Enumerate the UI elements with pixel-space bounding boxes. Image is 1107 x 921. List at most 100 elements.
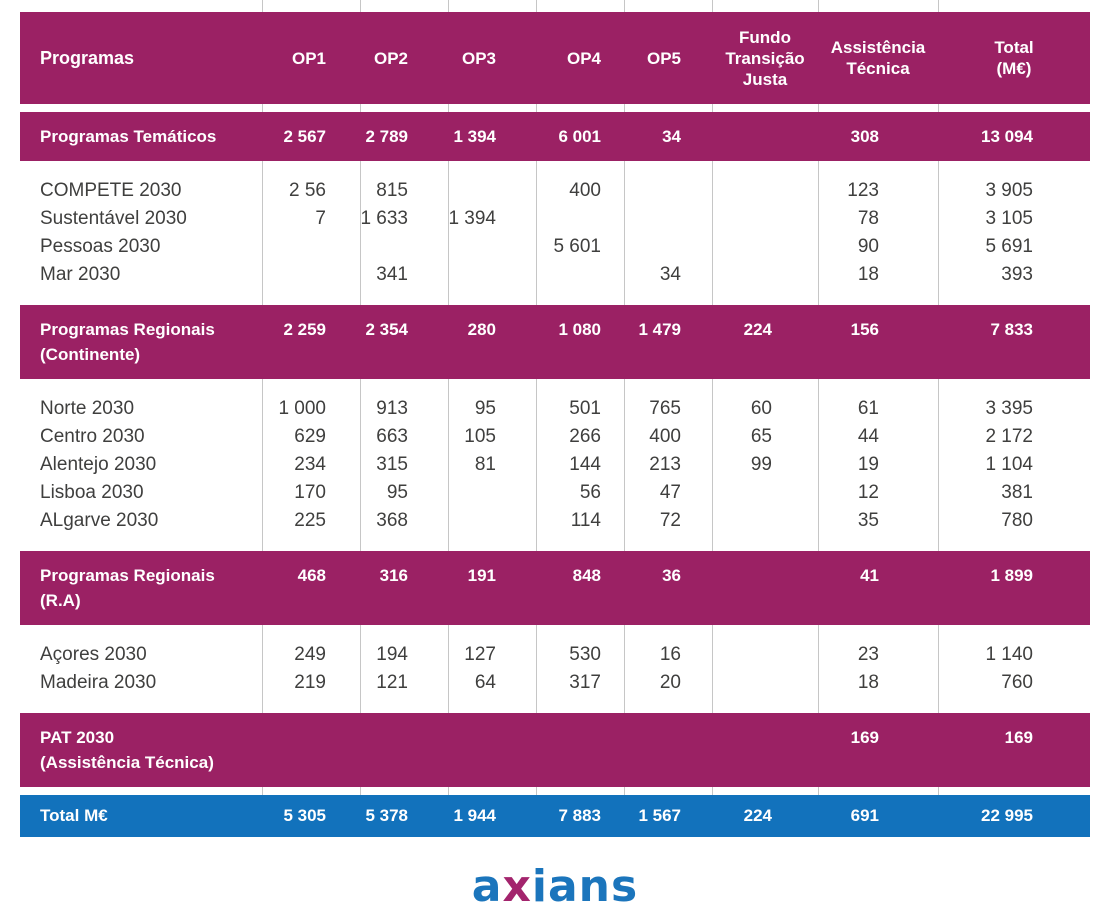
value-cell [712, 479, 818, 507]
vertical-divider [448, 0, 449, 837]
value-cell: 400 [569, 180, 601, 201]
header-assistencia-tecnica: Assistência Técnica [830, 38, 926, 78]
vertical-divider [712, 0, 713, 837]
value-cell: 114 [570, 510, 601, 531]
header-op3: OP3 [461, 48, 496, 68]
total-value: 224 [743, 806, 772, 825]
vertical-divider [938, 0, 939, 837]
value-cell: 400 [649, 426, 681, 447]
value-cell: 913 [376, 398, 408, 419]
header-op1: OP1 [291, 48, 326, 68]
value-cell: 95 [474, 398, 496, 419]
band-value: 1 394 [453, 127, 496, 146]
table-row: Pessoas 2030 5 601 90 5 691 [20, 233, 1090, 261]
value-cell [448, 233, 536, 261]
band-value: 316 [379, 566, 408, 585]
band-value: 2 354 [365, 320, 408, 339]
value-cell: 663 [376, 426, 408, 447]
vertical-divider [360, 0, 361, 837]
data-section-ra: Açores 2030 249 194 127 530 16 23 1 140 … [20, 633, 1090, 705]
band-value: 2 567 [283, 127, 326, 146]
value-cell: 90 [857, 236, 879, 257]
row-label: Norte 2030 [40, 398, 135, 419]
value-cell: 95 [386, 482, 408, 503]
axians-logo: axians [20, 861, 1090, 912]
total-value: 1 944 [453, 806, 496, 825]
row-label: Centro 2030 [40, 426, 145, 447]
value-cell: 56 [579, 482, 601, 503]
band-label: Programas Regionais (R.A) [40, 566, 215, 610]
row-label: COMPETE 2030 [40, 180, 182, 201]
band-value: 468 [297, 566, 326, 585]
value-cell: 760 [1001, 672, 1033, 693]
value-cell: 234 [294, 454, 326, 475]
value-cell: 127 [464, 644, 496, 665]
band-programas-regionais-continente: Programas Regionais (Continente) 2 259 2 … [20, 305, 1090, 379]
value-cell: 34 [659, 264, 681, 285]
band-value [712, 725, 818, 775]
value-cell: 2 56 [289, 180, 326, 201]
table-row: Alentejo 2030 234 315 81 144 213 99 19 1… [20, 451, 1090, 479]
band-value: 224 [743, 320, 772, 339]
value-cell: 1 633 [360, 208, 408, 229]
value-cell: 78 [857, 208, 879, 229]
band-programas-regionais-ra: Programas Regionais (R.A) 468 316 191 848… [20, 551, 1090, 625]
value-cell: 194 [376, 644, 408, 665]
band-value: 156 [850, 320, 879, 339]
table-row: ALgarve 2030 225 368 114 72 35 780 [20, 507, 1090, 535]
row-label: Madeira 2030 [40, 672, 157, 693]
table-row: Centro 2030 629 663 105 266 400 65 44 2 … [20, 423, 1090, 451]
band-value [360, 725, 448, 775]
band-value: 1 899 [990, 566, 1033, 585]
column-dividers [20, 0, 1090, 837]
band-label: Programas Temáticos [40, 127, 217, 146]
band-value: 848 [572, 566, 601, 585]
header-fundo-transicao-justa: Fundo Transição Justa [725, 27, 805, 89]
value-cell: 18 [857, 264, 879, 285]
value-cell: 341 [376, 264, 408, 285]
value-cell: 2 172 [985, 426, 1033, 447]
value-cell: 16 [659, 644, 681, 665]
row-label: Sustentável 2030 [40, 208, 187, 229]
row-label: Pessoas 2030 [40, 236, 161, 257]
logo-letter-x: x [502, 861, 532, 912]
band-value: 169 [850, 728, 879, 747]
band-label: PAT 2030 (Assistência Técnica) [40, 728, 214, 772]
band-value [536, 725, 624, 775]
row-label: ALgarve 2030 [40, 510, 159, 531]
band-value: 36 [662, 566, 681, 585]
value-cell: 105 [464, 426, 496, 447]
value-cell [624, 233, 712, 261]
value-cell: 219 [294, 672, 326, 693]
value-cell [360, 233, 448, 261]
total-value: 1 567 [638, 806, 681, 825]
band-value [262, 725, 360, 775]
value-cell: 266 [569, 426, 601, 447]
total-row: Total M€ 5 305 5 378 1 944 7 883 1 567 2… [20, 795, 1090, 837]
value-cell: 3 905 [985, 180, 1033, 201]
vertical-divider [624, 0, 625, 837]
row-label: Mar 2030 [40, 264, 121, 285]
vertical-divider [818, 0, 819, 837]
value-cell [536, 261, 624, 289]
table-header-row: Programas OP1 OP2 OP3 OP4 OP5 Fundo Trans… [20, 12, 1090, 104]
page: Programas OP1 OP2 OP3 OP4 OP5 Fundo Trans… [20, 0, 1090, 912]
band-value: 2 789 [365, 127, 408, 146]
value-cell [536, 205, 624, 233]
value-cell: 65 [750, 426, 772, 447]
header-programas: Programas [40, 47, 135, 68]
value-cell: 123 [847, 180, 879, 201]
table-row: COMPETE 2030 2 56 815 400 123 3 905 [20, 177, 1090, 205]
value-cell: 315 [376, 454, 408, 475]
value-cell: 7 [315, 208, 326, 229]
band-value: 1 479 [638, 320, 681, 339]
value-cell [624, 177, 712, 205]
value-cell: 144 [569, 454, 601, 475]
value-cell: 530 [569, 644, 601, 665]
header-op4: OP4 [566, 48, 601, 68]
value-cell: 61 [857, 398, 879, 419]
band-value [712, 124, 818, 149]
band-value: 308 [850, 127, 879, 146]
band-value: 169 [1004, 728, 1033, 747]
funding-table: Programas OP1 OP2 OP3 OP4 OP5 Fundo Trans… [20, 0, 1090, 837]
